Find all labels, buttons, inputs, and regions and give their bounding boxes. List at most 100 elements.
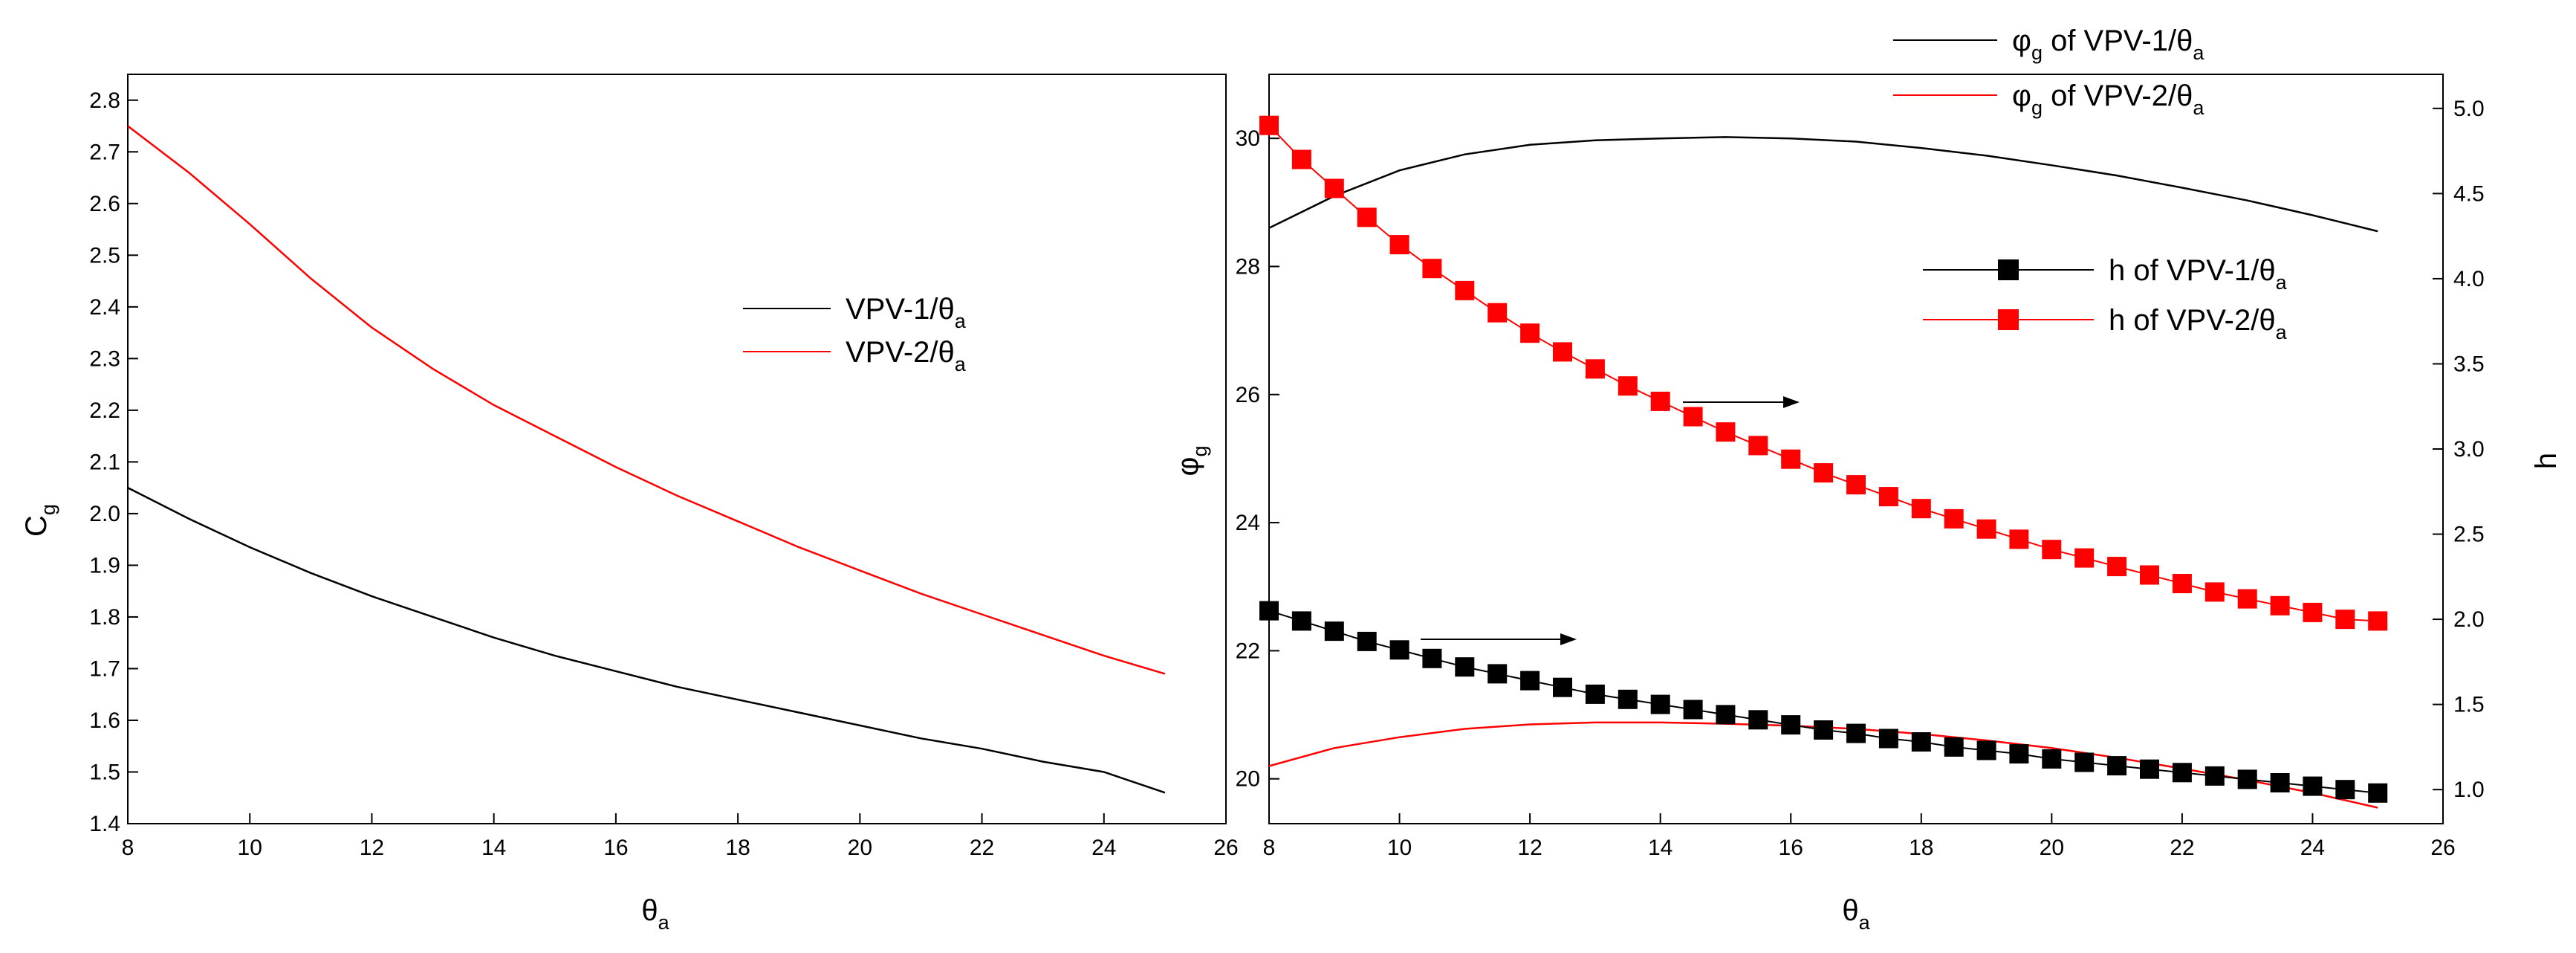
legend-label-phi-vpv1: φg of VPV-1/θa — [2012, 25, 2204, 64]
y-tick-left-label: 30 — [1236, 126, 1260, 151]
h-point-vpv2 — [1650, 391, 1670, 411]
y-tick-right-label: 2.5 — [2453, 523, 2485, 547]
x-tick-label: 24 — [2300, 836, 2325, 860]
h-line-vpv1 — [1268, 610, 2378, 794]
y-tick-left-label: 20 — [1236, 767, 1260, 792]
h-point-vpv1 — [1781, 715, 1801, 735]
h-point-vpv1 — [1944, 737, 1964, 757]
h-line-vpv2 — [1268, 125, 2378, 622]
legend-label-phi-vpv2: φg of VPV-2/θa — [2012, 80, 2204, 119]
y-tick-label: 1.9 — [89, 553, 120, 578]
h-point-vpv2 — [2303, 602, 2323, 622]
y-tick-label: 2.1 — [89, 450, 120, 474]
h-point-vpv1 — [2074, 752, 2095, 772]
y-tick-label: 1.6 — [89, 708, 120, 733]
h-point-vpv1 — [2335, 780, 2355, 800]
h-point-vpv2 — [2270, 595, 2290, 616]
h-point-vpv1 — [1716, 705, 1736, 725]
series-lines — [127, 125, 1166, 794]
left-y-axis-label: φg — [1172, 446, 1211, 476]
h-point-vpv1 — [1618, 689, 1638, 709]
h-point-vpv1 — [1748, 710, 1768, 730]
h-point-vpv1 — [1911, 732, 1931, 752]
legend-h: h of VPV-1/θa h of VPV-2/θa — [1923, 254, 2288, 343]
h-point-vpv2 — [1716, 422, 1736, 442]
y-axis-label: Cg — [20, 504, 59, 537]
x-tick-label: 14 — [481, 836, 506, 860]
x-tick-label: 16 — [1779, 836, 1803, 860]
h-point-vpv2 — [1748, 436, 1768, 456]
h-point-vpv1 — [1585, 684, 1605, 704]
h-point-vpv1 — [2009, 744, 2029, 764]
h-point-vpv1 — [1650, 694, 1670, 714]
y-tick-right-label: 4.5 — [2453, 181, 2485, 206]
h-point-vpv1 — [2107, 756, 2127, 776]
y-tick-left-label: 24 — [1236, 511, 1260, 535]
y-tick-right-label: 3.0 — [2453, 437, 2485, 462]
h-point-vpv2 — [1944, 508, 1964, 529]
x-axis-ticks: 8 10 12 14 16 18 20 22 24 26 — [122, 813, 1239, 860]
x-tick-label: 22 — [2170, 836, 2194, 860]
y-tick-label: 1.8 — [89, 605, 120, 630]
h-point-vpv2 — [1487, 303, 1508, 323]
y-tick-right-label: 1.0 — [2453, 778, 2485, 802]
y-tick-label: 2.8 — [89, 88, 120, 113]
y-tick-label: 2.5 — [89, 243, 120, 268]
legend-label-h-vpv2: h of VPV-2/θa — [2109, 304, 2288, 343]
x-axis-label: θa — [1842, 894, 1870, 934]
plot-frame — [127, 74, 1227, 824]
h-point-vpv1 — [1814, 720, 1834, 740]
y-tick-label: 2.4 — [89, 295, 120, 320]
h-point-vpv2 — [1291, 149, 1311, 169]
y-axis-ticks: 1.4 1.5 1.6 1.7 1.8 1.9 2.0 2.1 2.2 2.3 2.4 2.5 2.6 2… — [89, 88, 138, 836]
x-tick-label: 10 — [238, 836, 262, 860]
h-point-vpv2 — [2335, 610, 2355, 630]
x-tick-label: 26 — [1213, 836, 1238, 860]
h-point-vpv1 — [1324, 621, 1344, 642]
h-point-vpv1 — [2303, 776, 2323, 796]
legend-phi: φg of VPV-1/θa φg of VPV-2/θa — [1893, 25, 2204, 119]
plot-frame — [1268, 74, 2444, 824]
h-point-vpv2 — [1553, 342, 1572, 362]
y-tick-left-label: 26 — [1236, 383, 1260, 407]
h-point-vpv2 — [1846, 475, 1866, 495]
legend-label-h-vpv1: h of VPV-1/θa — [2109, 254, 2288, 294]
x-tick-label: 24 — [1091, 836, 1116, 860]
y-tick-label: 2.7 — [89, 140, 120, 164]
h-point-vpv2 — [1422, 259, 1442, 279]
h-point-vpv2 — [2172, 574, 2192, 593]
h-point-vpv2 — [1618, 376, 1638, 396]
h-point-vpv2 — [1259, 115, 1279, 135]
series-line-vpv2 — [127, 125, 1166, 675]
x-tick-label: 18 — [725, 836, 750, 860]
x-axis-label: θa — [641, 894, 669, 934]
legend-label-vpv2: VPV-2/θa — [846, 336, 967, 375]
h-point-vpv2 — [1683, 407, 1703, 427]
h-point-vpv1 — [2270, 773, 2290, 792]
y-tick-right-label: 4.0 — [2453, 267, 2485, 291]
legend-marker-h-vpv1 — [1998, 259, 2019, 280]
h-point-vpv2 — [2042, 540, 2062, 560]
h-point-vpv2 — [1585, 359, 1605, 379]
chart-cg: 8 10 12 14 16 18 20 22 24 26 1.4 1.5 1.6 1.7 1.8 1.9 2.… — [20, 74, 1239, 934]
h-point-vpv2 — [1455, 280, 1475, 300]
x-tick-label: 18 — [1909, 836, 1933, 860]
h-point-vpv1 — [2237, 769, 2257, 789]
chart-phi-h: 8 10 12 14 16 18 20 22 24 26 20 22 24 26 28 30 1.0 1.5 2… — [1172, 25, 2563, 934]
y-tick-label: 2.2 — [89, 398, 120, 423]
series-line-vpv1 — [127, 486, 1166, 794]
h-point-vpv2 — [1357, 207, 1377, 227]
h-point-vpv2 — [1781, 449, 1801, 469]
x-tick-label: 12 — [360, 836, 384, 860]
h-point-vpv1 — [1553, 677, 1572, 697]
arrow-head — [1783, 396, 1800, 408]
x-tick-label: 26 — [2430, 836, 2455, 860]
h-point-vpv2 — [2204, 582, 2225, 602]
y-tick-label: 1.5 — [89, 760, 120, 784]
h-point-vpv2 — [1324, 178, 1344, 198]
x-tick-label: 14 — [1648, 836, 1673, 860]
y-tick-label: 1.7 — [89, 656, 120, 681]
y-tick-label: 1.4 — [89, 812, 120, 836]
x-axis-ticks: 8 10 12 14 16 18 20 22 24 26 — [1263, 813, 2456, 860]
right-y-axis-ticks: 1.0 1.5 2.0 2.5 3.0 3.5 4.0 4.5 5.0 — [2433, 97, 2485, 802]
